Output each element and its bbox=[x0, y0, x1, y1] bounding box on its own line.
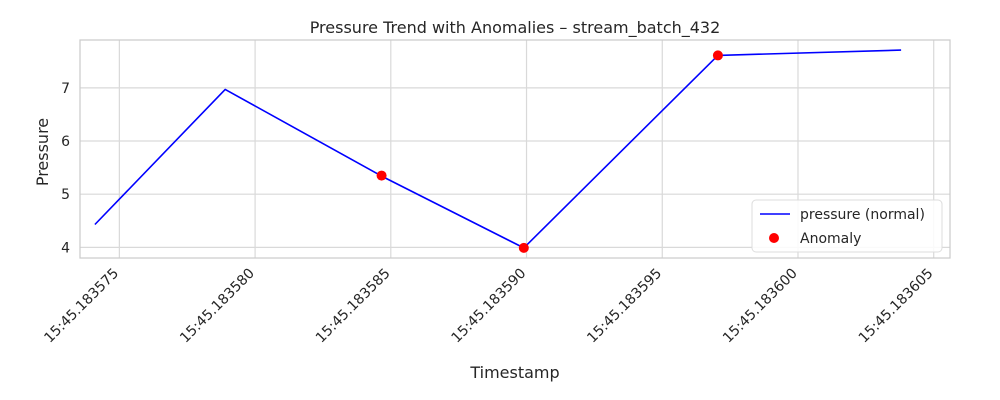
legend-marker-anomaly bbox=[769, 233, 779, 243]
y-tick-label: 5 bbox=[61, 187, 70, 203]
x-axis-label: Timestamp bbox=[469, 363, 559, 382]
y-tick-labels: 4 5 6 7 bbox=[61, 81, 70, 257]
x-tick-label: 15:45.183600 bbox=[720, 266, 801, 347]
x-tick-label: 15:45.183585 bbox=[313, 266, 394, 347]
series-layer bbox=[94, 49, 902, 253]
plot-area-frame bbox=[79, 39, 951, 259]
y-tick-label: 6 bbox=[61, 134, 70, 150]
x-tick-label: 15:45.183595 bbox=[584, 266, 665, 347]
pressure-line bbox=[94, 49, 902, 249]
y-axis-label: Pressure bbox=[33, 118, 52, 186]
grid-lines bbox=[80, 40, 950, 258]
x-tick-labels: 15:45.183575 15:45.183580 15:45.183585 15:4… bbox=[41, 266, 936, 347]
legend-label-normal: pressure (normal) bbox=[800, 207, 925, 223]
y-tick-label: 7 bbox=[61, 81, 70, 97]
legend: pressure (normal) Anomaly bbox=[751, 199, 943, 253]
x-tick-label: 15:45.183605 bbox=[856, 266, 937, 347]
x-tick-label: 15:45.183590 bbox=[449, 266, 530, 347]
anomaly-point bbox=[712, 50, 723, 61]
anomaly-point bbox=[518, 242, 529, 253]
x-tick-label: 15:45.183575 bbox=[41, 266, 122, 347]
chart-title: Pressure Trend with Anomalies – stream_b… bbox=[310, 18, 721, 38]
x-tick-label: 15:45.183580 bbox=[177, 266, 258, 347]
legend-box bbox=[751, 199, 943, 253]
anomaly-point bbox=[376, 170, 387, 181]
y-tick-label: 4 bbox=[61, 240, 70, 256]
legend-label-anomaly: Anomaly bbox=[800, 231, 861, 247]
